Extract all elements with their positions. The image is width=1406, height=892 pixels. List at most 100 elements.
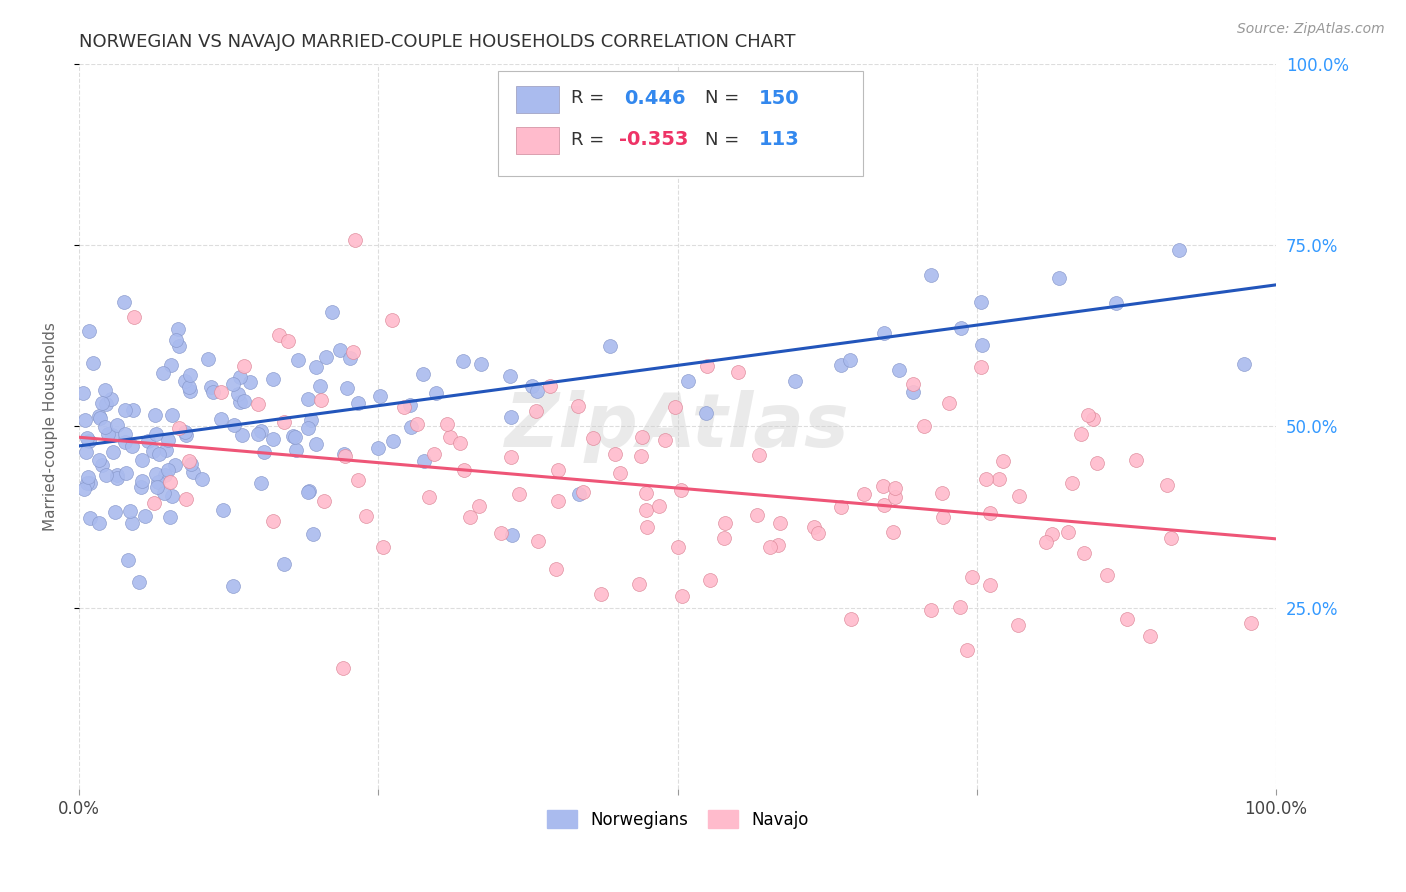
Point	[1035, 535, 1057, 549]
Point	[938, 396, 960, 410]
Point	[873, 326, 896, 341]
Text: R =: R =	[571, 89, 610, 107]
Point	[524, 403, 547, 417]
Point	[336, 381, 359, 395]
Point	[342, 344, 364, 359]
Point	[354, 509, 377, 524]
Point	[114, 426, 136, 441]
Point	[89, 410, 111, 425]
Point	[156, 463, 179, 477]
Point	[381, 434, 404, 449]
Text: N =: N =	[704, 131, 745, 149]
Point	[636, 502, 658, 516]
Point	[76, 431, 98, 445]
Point	[285, 443, 308, 458]
Point	[315, 351, 337, 365]
Point	[302, 527, 325, 541]
Point	[79, 475, 101, 490]
Point	[347, 396, 370, 410]
Point	[884, 481, 907, 495]
Point	[298, 484, 321, 499]
Point	[425, 386, 447, 401]
Point	[107, 470, 129, 484]
Text: -0.353: -0.353	[619, 130, 689, 149]
Point	[262, 372, 284, 386]
Point	[179, 384, 201, 398]
Point	[299, 413, 322, 427]
Point	[273, 558, 295, 572]
Point	[181, 465, 204, 479]
Point	[120, 504, 142, 518]
Point	[122, 403, 145, 417]
Text: ZipAtlas: ZipAtlas	[505, 390, 849, 463]
Point	[165, 333, 187, 347]
Point	[114, 435, 136, 450]
Point	[329, 343, 352, 357]
Point	[209, 411, 232, 425]
Point	[830, 359, 852, 373]
Point	[277, 334, 299, 348]
Point	[1060, 475, 1083, 490]
Point	[136, 434, 159, 448]
Point	[489, 526, 512, 541]
Point	[229, 395, 252, 409]
Point	[179, 368, 201, 382]
Point	[283, 428, 305, 442]
Point	[920, 603, 942, 617]
Point	[153, 485, 176, 500]
Point	[212, 503, 235, 517]
Point	[630, 430, 652, 444]
Point	[769, 516, 792, 530]
Point	[449, 436, 471, 450]
Point	[747, 508, 769, 522]
Point	[267, 327, 290, 342]
Point	[974, 472, 997, 486]
Point	[371, 540, 394, 554]
Point	[695, 406, 717, 420]
Point	[589, 587, 612, 601]
Point	[1073, 546, 1095, 560]
Text: NORWEGIAN VS NAVAJO MARRIED-COUPLE HOUSEHOLDS CORRELATION CHART: NORWEGIAN VS NAVAJO MARRIED-COUPLE HOUSE…	[79, 33, 796, 51]
Point	[458, 510, 481, 524]
Point	[1040, 526, 1063, 541]
Point	[145, 467, 167, 481]
Point	[104, 505, 127, 519]
Point	[1047, 271, 1070, 285]
Point	[131, 453, 153, 467]
Point	[636, 520, 658, 534]
Point	[121, 439, 143, 453]
Point	[1233, 357, 1256, 371]
Point	[418, 490, 440, 504]
Point	[222, 377, 245, 392]
Point	[121, 516, 143, 531]
FancyBboxPatch shape	[516, 128, 560, 154]
Point	[308, 378, 330, 392]
Point	[174, 425, 197, 440]
Point	[112, 295, 135, 310]
Point	[200, 380, 222, 394]
Point	[250, 475, 273, 490]
Point	[163, 458, 186, 472]
Point	[648, 499, 671, 513]
Point	[931, 486, 953, 500]
Point	[174, 492, 197, 507]
Point	[191, 472, 214, 486]
Point	[1085, 456, 1108, 470]
Point	[339, 351, 361, 365]
Point	[713, 531, 735, 545]
Point	[599, 339, 621, 353]
Point	[669, 483, 692, 498]
Point	[654, 433, 676, 447]
Point	[246, 426, 269, 441]
Point	[960, 570, 983, 584]
Point	[145, 408, 167, 422]
Point	[142, 444, 165, 458]
Point	[94, 384, 117, 398]
Text: N =: N =	[704, 89, 745, 107]
Point	[167, 421, 190, 435]
Point	[956, 642, 979, 657]
Point	[82, 356, 104, 370]
FancyBboxPatch shape	[516, 86, 560, 113]
Point	[233, 394, 256, 409]
Point	[901, 385, 924, 400]
